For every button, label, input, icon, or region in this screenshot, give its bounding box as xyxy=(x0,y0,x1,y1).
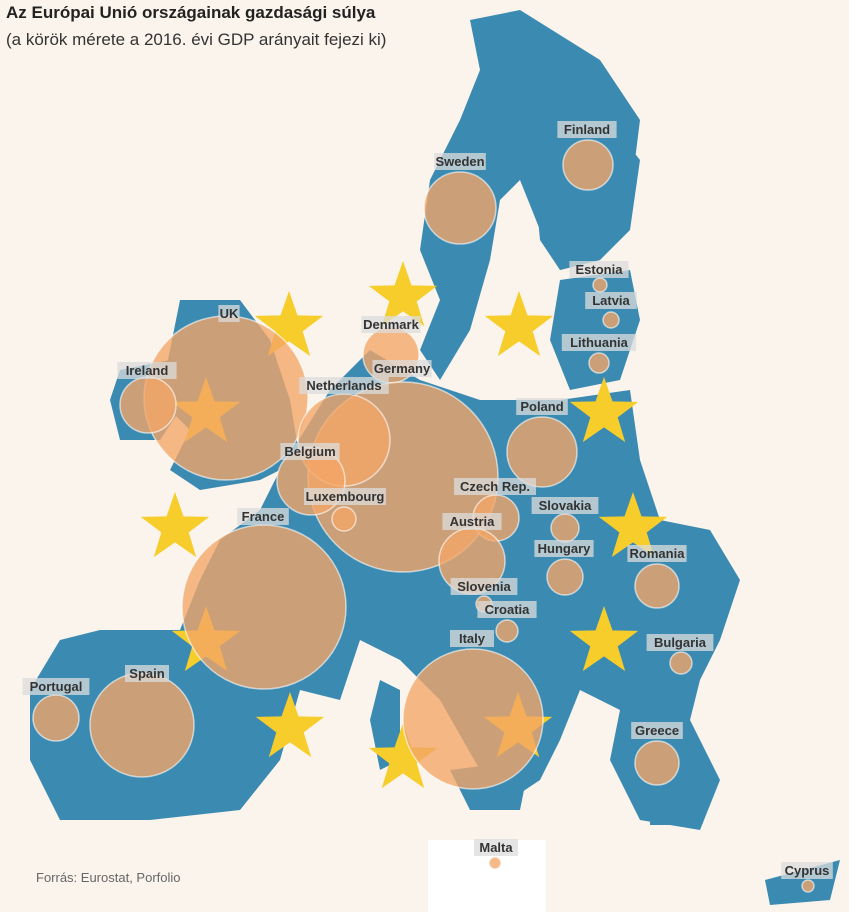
label-bg-luxembourg xyxy=(304,488,386,505)
country-label-lithuania: Lithuania xyxy=(570,335,629,350)
gdp-bubble-malta xyxy=(488,856,502,870)
label-bg-slovakia xyxy=(531,497,599,514)
country-label-cyprus: Cyprus xyxy=(785,863,830,878)
gdp-bubble-latvia xyxy=(602,311,620,329)
eu-star-1 xyxy=(368,261,438,327)
country-label-france: France xyxy=(242,509,285,524)
label-bg-france xyxy=(237,508,289,525)
gdp-bubble-croatia xyxy=(495,619,519,643)
country-label-croatia: Croatia xyxy=(485,602,531,617)
label-bg-cyprus xyxy=(781,862,833,879)
gdp-bubble-portugal xyxy=(32,694,80,742)
eu-star-6 xyxy=(140,492,210,558)
country-label-slovakia: Slovakia xyxy=(539,498,593,513)
country-label-luxembourg: Luxembourg xyxy=(306,489,385,504)
label-bg-estonia xyxy=(569,261,629,278)
gdp-bubble-slovakia xyxy=(550,513,580,543)
label-bg-latvia xyxy=(585,292,637,309)
label-bg-slovenia xyxy=(450,578,518,595)
label-bg-bulgaria xyxy=(646,634,714,651)
country-label-ireland: Ireland xyxy=(126,363,169,378)
label-bg-greece xyxy=(631,722,683,739)
country-label-sweden: Sweden xyxy=(435,154,484,169)
country-label-denmark: Denmark xyxy=(363,317,419,332)
label-bg-finland xyxy=(557,121,617,138)
country-label-czech-rep: Czech Rep. xyxy=(460,479,530,494)
gdp-bubble-romania xyxy=(634,563,680,609)
country-label-malta: Malta xyxy=(479,840,513,855)
country-label-estonia: Estonia xyxy=(576,262,624,277)
country-label-netherlands: Netherlands xyxy=(306,378,381,393)
country-label-belgium: Belgium xyxy=(284,444,335,459)
label-bg-lithuania xyxy=(561,334,637,351)
country-label-austria: Austria xyxy=(450,514,496,529)
country-label-slovenia: Slovenia xyxy=(457,579,511,594)
gdp-bubble-greece xyxy=(634,740,680,786)
country-label-romania: Romania xyxy=(630,546,686,561)
label-bg-hungary xyxy=(534,540,594,557)
eu-star-9 xyxy=(569,606,639,672)
eu-star-5 xyxy=(569,377,639,443)
crete-land xyxy=(650,805,710,825)
country-label-portugal: Portugal xyxy=(30,679,83,694)
country-label-uk: UK xyxy=(220,306,239,321)
gdp-bubble-hungary xyxy=(546,558,584,596)
country-label-hungary: Hungary xyxy=(538,541,592,556)
country-label-germany: Germany xyxy=(374,361,431,376)
label-bg-austria xyxy=(442,513,502,530)
gdp-bubble-luxembourg xyxy=(331,506,357,532)
gdp-bubble-ireland xyxy=(119,376,177,434)
label-bg-uk xyxy=(218,305,240,322)
label-bg-ireland xyxy=(117,362,177,379)
label-bg-romania xyxy=(627,545,687,562)
gdp-bubble-italy xyxy=(402,648,544,790)
label-bg-belgium xyxy=(280,443,340,460)
country-label-finland: Finland xyxy=(564,122,610,137)
country-label-greece: Greece xyxy=(635,723,679,738)
label-bg-croatia xyxy=(477,601,537,618)
gdp-bubble-lithuania xyxy=(588,352,610,374)
country-labels: Finland Sweden Estonia Latvia Denmark UK Lithu… xyxy=(22,121,833,879)
country-label-bulgaria: Bulgaria xyxy=(654,635,707,650)
country-label-poland: Poland xyxy=(520,399,563,414)
label-bg-czech-rep xyxy=(454,478,536,495)
label-bg-netherlands xyxy=(299,377,389,394)
label-bg-portugal xyxy=(22,678,90,695)
map-title: Az Európai Unió országainak gazdasági sú… xyxy=(6,3,376,22)
label-bg-poland xyxy=(516,398,568,415)
label-bg-malta xyxy=(474,839,518,856)
eu-star-10 xyxy=(255,692,325,758)
eu-star-7 xyxy=(598,492,668,558)
label-bg-spain xyxy=(125,665,169,682)
label-bg-sweden xyxy=(434,153,486,170)
country-label-latvia: Latvia xyxy=(592,293,630,308)
gdp-bubble-spain xyxy=(89,672,195,778)
country-label-spain: Spain xyxy=(129,666,164,681)
label-bg-italy xyxy=(450,630,494,647)
gdp-bubble-poland xyxy=(506,416,578,488)
source-note: Forrás: Eurostat, Porfolio xyxy=(36,870,181,885)
gdp-bubble-france xyxy=(181,524,347,690)
gdp-bubble-cyprus xyxy=(801,879,815,893)
gdp-bubble-bulgaria xyxy=(669,651,693,675)
eu-star-3 xyxy=(484,291,554,357)
gdp-bubble-finland xyxy=(562,139,614,191)
gdp-bubble-estonia xyxy=(592,277,608,293)
eu-star-12 xyxy=(368,723,438,789)
country-label-italy: Italy xyxy=(459,631,486,646)
gdp-bubble-sweden xyxy=(423,171,497,245)
map-subtitle: (a körök mérete a 2016. évi GDP arányait… xyxy=(6,30,387,49)
label-bg-denmark xyxy=(361,316,421,333)
label-bg-germany xyxy=(372,360,432,377)
eu-star-2 xyxy=(254,291,324,357)
